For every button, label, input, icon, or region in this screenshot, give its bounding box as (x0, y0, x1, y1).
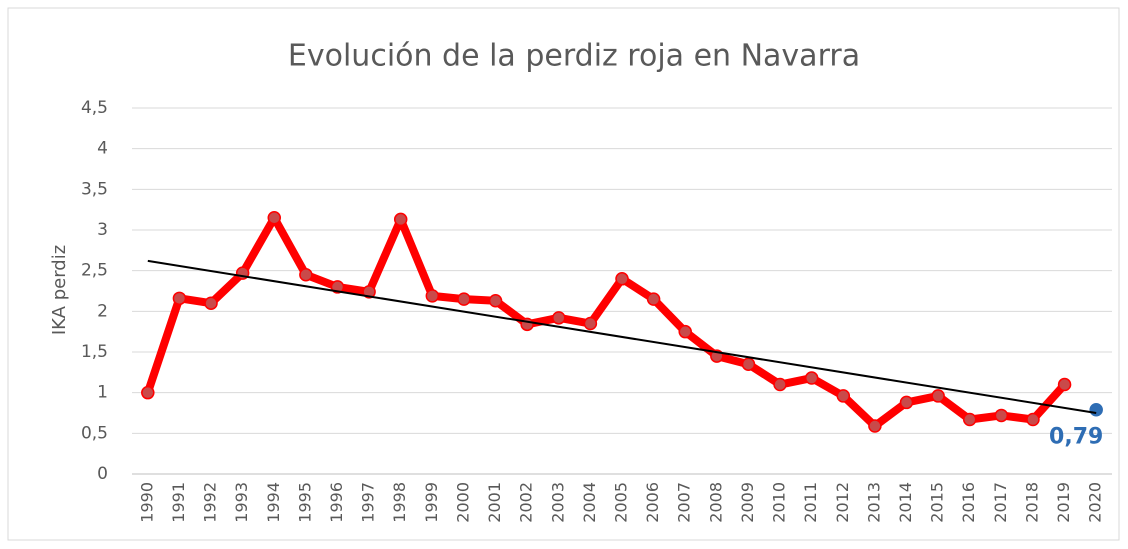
chart-title: Evolución de la perdiz roja en Navarra (288, 39, 860, 74)
point (362, 285, 376, 299)
x-tick-label: 2012 (833, 482, 852, 523)
point (678, 324, 692, 339)
point (204, 296, 218, 310)
point (646, 292, 661, 306)
point (1057, 377, 1072, 392)
x-tick-label: 2003 (548, 482, 567, 523)
point (457, 292, 471, 306)
x-tick-label: 2015 (928, 482, 947, 523)
point (172, 291, 187, 306)
y-tick-label: 1,5 (81, 342, 108, 362)
point (773, 377, 787, 392)
point (741, 357, 756, 371)
x-tick-label: 2016 (959, 482, 978, 523)
x-tick-label: 1995 (295, 482, 314, 523)
x-tick-label: 2010 (770, 482, 789, 523)
x-tick-label: 2001 (485, 482, 504, 523)
data-label: 0,79 (1049, 425, 1103, 450)
point (299, 267, 313, 282)
x-tick-label: 2018 (1022, 482, 1041, 523)
x-tick-label: 2004 (580, 482, 599, 523)
point (1026, 412, 1040, 427)
y-tick-label: 3,5 (81, 179, 108, 199)
point (804, 371, 819, 385)
x-tick-label: 2007 (675, 482, 694, 523)
y-tick-label: 2,5 (81, 261, 108, 281)
point (899, 395, 914, 410)
x-tick-label: 2017 (991, 482, 1010, 523)
x-tick-label: 1998 (390, 482, 409, 523)
x-tick-label: 1991 (169, 482, 188, 523)
point (141, 385, 155, 400)
x-tick-label: 2006 (643, 482, 662, 523)
y-tick-label: 3 (97, 220, 108, 240)
x-tick-label: 1994 (264, 482, 283, 523)
y-tick-label: 1 (97, 383, 108, 403)
trendline (147, 259, 1097, 414)
point (931, 389, 945, 403)
x-tick-label: 2000 (453, 482, 472, 523)
x-tick-label: 2008 (706, 482, 725, 523)
point (552, 311, 566, 325)
x-tick-label: 2009 (738, 482, 757, 523)
point (836, 389, 851, 403)
point (488, 294, 503, 308)
point (868, 419, 882, 433)
x-tick-label: 2002 (517, 482, 536, 523)
point (393, 212, 408, 227)
y-tick-label: 4 (97, 139, 108, 159)
y-tick-label: 2 (97, 301, 108, 321)
y-tick-label: 0,5 (81, 423, 108, 443)
point (962, 412, 977, 427)
point (615, 272, 629, 286)
x-tick-label: 1992 (201, 482, 220, 523)
x-tick-label: 1999 (422, 482, 441, 523)
point (267, 211, 282, 225)
x-tick-label: 2014 (896, 482, 915, 523)
point (994, 408, 1009, 423)
x-tick-label: 1996 (327, 482, 346, 523)
x-tick-label: 2019 (1054, 482, 1073, 523)
x-tick-label: 1997 (359, 482, 378, 523)
x-tick-label: 1990 (137, 482, 156, 523)
point (583, 316, 598, 331)
chart-border (7, 7, 1120, 541)
point (425, 289, 440, 303)
x-tick-label: 1993 (232, 482, 251, 523)
x-tick-label: 2013 (864, 482, 883, 523)
x-tick-label: 2011 (801, 482, 820, 523)
y-axis-label: IKA perdiz (49, 245, 70, 335)
x-tick-label: 2005 (612, 482, 631, 523)
y-tick-label: 4,5 (81, 98, 108, 118)
y-tick-label: 0 (97, 464, 108, 484)
x-tick-label: 2020 (1086, 482, 1105, 523)
point (1089, 402, 1103, 417)
